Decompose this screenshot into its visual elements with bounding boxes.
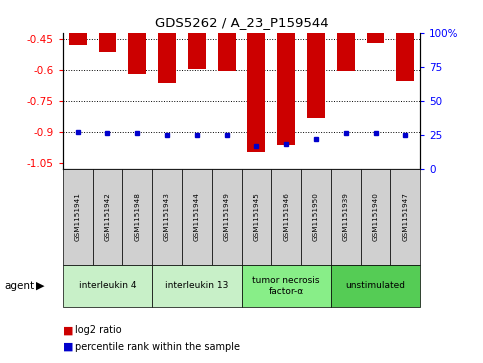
Text: GSM1151945: GSM1151945	[254, 192, 259, 241]
Bar	[188, 0, 206, 69]
Text: ▶: ▶	[36, 281, 45, 291]
Bar	[397, 0, 414, 81]
Text: percentile rank within the sample: percentile rank within the sample	[75, 342, 240, 352]
Text: GSM1151942: GSM1151942	[104, 192, 111, 241]
Text: GSM1151939: GSM1151939	[343, 192, 349, 241]
Bar	[307, 0, 325, 118]
Text: GSM1151950: GSM1151950	[313, 192, 319, 241]
Text: agent: agent	[5, 281, 35, 291]
Bar	[218, 0, 236, 71]
Bar	[69, 0, 86, 45]
Text: ■: ■	[63, 342, 73, 352]
Text: GSM1151941: GSM1151941	[75, 192, 81, 241]
Bar	[367, 0, 384, 43]
Text: tumor necrosis
factor-α: tumor necrosis factor-α	[253, 276, 320, 295]
Text: GSM1151946: GSM1151946	[283, 192, 289, 241]
Text: GDS5262 / A_23_P159544: GDS5262 / A_23_P159544	[155, 16, 328, 29]
Text: log2 ratio: log2 ratio	[75, 325, 122, 335]
Text: interleukin 13: interleukin 13	[165, 281, 228, 290]
Bar	[247, 0, 265, 152]
Bar	[337, 0, 355, 71]
Text: ■: ■	[63, 325, 73, 335]
Text: GSM1151944: GSM1151944	[194, 192, 200, 241]
Text: unstimulated: unstimulated	[345, 281, 406, 290]
Text: GSM1151947: GSM1151947	[402, 192, 408, 241]
Bar	[99, 0, 116, 52]
Text: GSM1151948: GSM1151948	[134, 192, 140, 241]
Bar	[277, 0, 295, 145]
Text: GSM1151943: GSM1151943	[164, 192, 170, 241]
Text: interleukin 4: interleukin 4	[79, 281, 136, 290]
Bar	[128, 0, 146, 74]
Text: GSM1151940: GSM1151940	[372, 192, 379, 241]
Bar	[158, 0, 176, 83]
Text: GSM1151949: GSM1151949	[224, 192, 229, 241]
